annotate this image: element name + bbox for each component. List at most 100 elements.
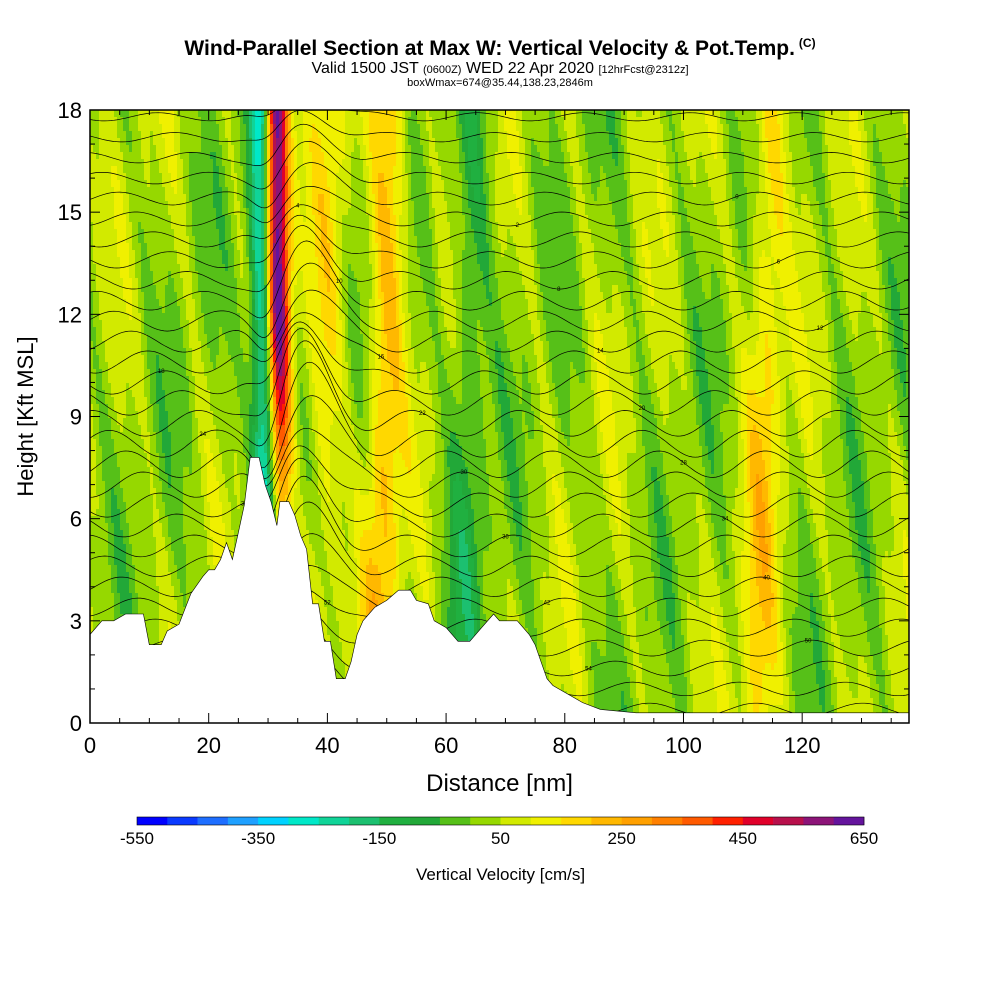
field-cell	[189, 376, 193, 384]
field-cell	[195, 278, 199, 286]
field-cell	[144, 131, 148, 139]
field-cell	[189, 250, 193, 258]
field-cell	[183, 495, 187, 503]
field-cell	[132, 593, 136, 601]
field-cell	[159, 187, 163, 195]
field-cell	[258, 299, 262, 307]
field-cell	[216, 544, 220, 552]
field-cell	[159, 537, 163, 545]
field-cell	[153, 425, 157, 433]
field-cell	[129, 369, 133, 377]
field-cell	[150, 607, 154, 615]
field-cell	[222, 439, 226, 447]
field-cell	[99, 208, 103, 216]
field-cell	[210, 530, 214, 538]
field-cell	[171, 355, 175, 363]
field-cell	[198, 173, 202, 181]
field-cell	[207, 257, 211, 265]
field-cell	[165, 572, 169, 580]
field-cell	[93, 334, 97, 342]
field-cell	[147, 390, 151, 398]
field-cell	[240, 124, 244, 132]
field-cell	[234, 187, 238, 195]
field-cell	[102, 173, 106, 181]
field-cell	[159, 236, 163, 244]
field-cell	[201, 418, 205, 426]
field-cell	[255, 299, 259, 307]
field-cell	[222, 145, 226, 153]
field-cell	[174, 383, 178, 391]
field-cell	[171, 243, 175, 251]
field-cell	[108, 607, 112, 615]
field-cell	[108, 341, 112, 349]
field-cell	[225, 404, 229, 412]
field-cell	[207, 201, 211, 209]
field-cell	[135, 404, 139, 412]
field-cell	[192, 446, 196, 454]
field-cell	[192, 341, 196, 349]
field-cell	[138, 264, 142, 272]
field-cell	[186, 453, 190, 461]
field-cell	[129, 537, 133, 545]
field-cell	[207, 278, 211, 286]
field-cell	[117, 222, 121, 230]
field-cell	[240, 355, 244, 363]
field-cell	[204, 453, 208, 461]
field-cell	[198, 250, 202, 258]
field-cell	[108, 145, 112, 153]
field-cell	[195, 215, 199, 223]
field-cell	[195, 439, 199, 447]
field-cell	[132, 152, 136, 160]
field-cell	[93, 418, 97, 426]
field-cell	[174, 600, 178, 608]
field-cell	[231, 334, 235, 342]
field-cell	[114, 117, 118, 125]
field-cell	[90, 502, 94, 510]
field-cell	[105, 530, 109, 538]
field-cell	[222, 348, 226, 356]
field-cell	[150, 544, 154, 552]
field-cell	[240, 425, 244, 433]
field-cell	[90, 292, 94, 300]
field-cell	[114, 404, 118, 412]
field-cell	[216, 180, 220, 188]
field-cell	[225, 117, 229, 125]
field-cell	[246, 222, 250, 230]
field-cell	[132, 446, 136, 454]
field-cell	[198, 124, 202, 132]
field-cell	[150, 628, 154, 636]
field-cell	[159, 320, 163, 328]
field-cell	[123, 285, 127, 293]
field-cell	[120, 236, 124, 244]
field-cell	[147, 439, 151, 447]
field-cell	[237, 404, 241, 412]
field-cell	[213, 194, 217, 202]
field-cell	[210, 425, 214, 433]
field-cell	[207, 530, 211, 538]
field-cell	[114, 551, 118, 559]
field-cell	[177, 194, 181, 202]
field-cell	[123, 397, 127, 405]
field-cell	[144, 537, 148, 545]
field-cell	[192, 369, 196, 377]
field-cell	[162, 285, 166, 293]
field-cell	[186, 124, 190, 132]
field-cell	[90, 404, 94, 412]
field-cell	[219, 138, 223, 146]
field-cell	[237, 152, 241, 160]
field-cell	[258, 208, 262, 216]
field-cell	[135, 558, 139, 566]
field-cell	[102, 432, 106, 440]
field-cell	[111, 341, 115, 349]
field-cell	[114, 439, 118, 447]
field-cell	[150, 201, 154, 209]
field-cell	[141, 229, 145, 237]
field-cell	[219, 159, 223, 167]
field-cell	[162, 558, 166, 566]
field-cell	[120, 488, 124, 496]
field-cell	[180, 523, 184, 531]
field-cell	[144, 453, 148, 461]
field-cell	[210, 306, 214, 314]
field-cell	[150, 460, 154, 468]
field-cell	[246, 173, 250, 181]
